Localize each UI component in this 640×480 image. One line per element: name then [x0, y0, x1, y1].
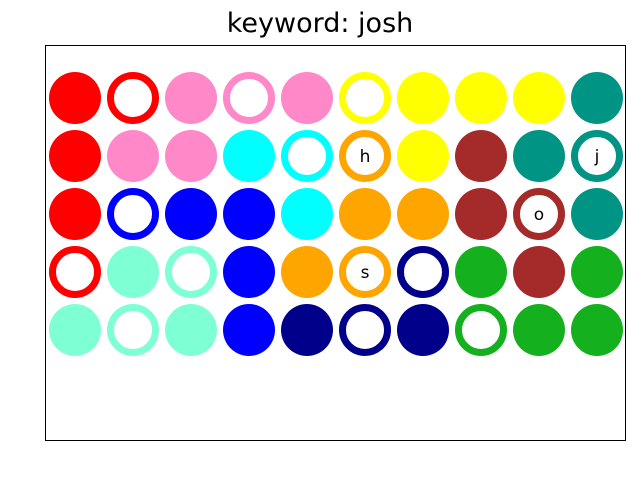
board-cell-r2-c1[interactable]	[107, 188, 159, 240]
board-cell-r1-c7[interactable]	[455, 130, 507, 182]
board-cell-r1-c2[interactable]	[165, 130, 217, 182]
board-cell-r4-c8[interactable]	[513, 304, 565, 356]
board-cells: h j o s	[49, 72, 623, 356]
board-cell-r4-c3[interactable]	[223, 304, 275, 356]
board-cell-r4-c0[interactable]	[49, 304, 101, 356]
board-cell-r3-c3[interactable]	[223, 246, 275, 298]
board-cell-r4-c7[interactable]	[455, 304, 507, 356]
board-cell-r2-c0[interactable]	[49, 188, 101, 240]
board-cell-r0-c1[interactable]	[107, 72, 159, 124]
board-cell-r4-c9[interactable]	[571, 304, 623, 356]
board-cell-r3-c1[interactable]	[107, 246, 159, 298]
board-cell-r3-c4[interactable]	[281, 246, 333, 298]
board-cell-r3-c2[interactable]	[165, 246, 217, 298]
board-cell-r4-c1[interactable]	[107, 304, 159, 356]
board-cell-r1-c3[interactable]	[223, 130, 275, 182]
board-cell-r3-c5[interactable]	[339, 246, 391, 298]
board-cell-r2-c9[interactable]	[571, 188, 623, 240]
board-title: keyword: josh	[226, 8, 414, 39]
board-cell-r3-c8[interactable]	[513, 246, 565, 298]
cell-letter: s	[361, 263, 370, 283]
board-cell-r2-c3[interactable]	[223, 188, 275, 240]
board-cell-r0-c5[interactable]	[339, 72, 391, 124]
board-cell-r1-c4[interactable]	[281, 130, 333, 182]
board-cell-r0-c7[interactable]	[455, 72, 507, 124]
cell-letter: j	[594, 147, 600, 167]
board-cell-r1-c5[interactable]	[339, 130, 391, 182]
board-cell-r1-c1[interactable]	[107, 130, 159, 182]
board-cell-r0-c2[interactable]	[165, 72, 217, 124]
board-cell-r3-c6[interactable]	[397, 246, 449, 298]
board-cell-r0-c9[interactable]	[571, 72, 623, 124]
board-cell-r1-c0[interactable]	[49, 130, 101, 182]
board-cell-r0-c0[interactable]	[49, 72, 101, 124]
board-cell-r4-c4[interactable]	[281, 304, 333, 356]
board-cell-r4-c6[interactable]	[397, 304, 449, 356]
board-cell-r3-c7[interactable]	[455, 246, 507, 298]
cell-letter: h	[360, 147, 371, 167]
board-cell-r1-c6[interactable]	[397, 130, 449, 182]
board-cell-r0-c6[interactable]	[397, 72, 449, 124]
board-cell-r3-c0[interactable]	[49, 246, 101, 298]
board-cell-r0-c8[interactable]	[513, 72, 565, 124]
board-cell-r2-c6[interactable]	[397, 188, 449, 240]
board-cell-r4-c5[interactable]	[339, 304, 391, 356]
board-cell-r0-c4[interactable]	[281, 72, 333, 124]
board-cell-r2-c8[interactable]	[513, 188, 565, 240]
board-frame	[45, 45, 626, 441]
board-cell-r3-c9[interactable]	[571, 246, 623, 298]
board-cell-r2-c4[interactable]	[281, 188, 333, 240]
board-cell-r1-c8[interactable]	[513, 130, 565, 182]
board-cell-r2-c7[interactable]	[455, 188, 507, 240]
board-cell-r2-c2[interactable]	[165, 188, 217, 240]
board-cell-r4-c2[interactable]	[165, 304, 217, 356]
board-cell-r1-c9[interactable]	[571, 130, 623, 182]
board-cell-r2-c5[interactable]	[339, 188, 391, 240]
board-cell-r0-c3[interactable]	[223, 72, 275, 124]
cell-letter: o	[534, 205, 544, 225]
